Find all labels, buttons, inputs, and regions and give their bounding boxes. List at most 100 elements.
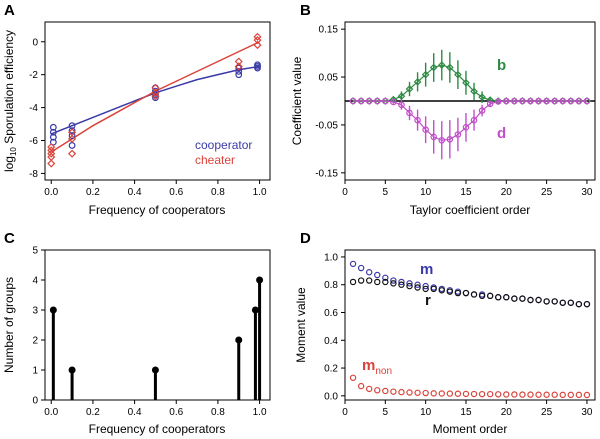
d-point xyxy=(575,97,583,105)
m_non-point xyxy=(406,389,413,396)
m_non-point xyxy=(486,390,494,398)
m_non-point xyxy=(567,391,575,399)
panel-b-xtick-label: 5 xyxy=(383,187,389,198)
m_non-point xyxy=(583,391,591,399)
r-point xyxy=(414,284,421,291)
cheater-point xyxy=(151,92,160,101)
b-point xyxy=(478,93,486,102)
m_non-point xyxy=(349,374,357,381)
panel-c-xtick-label: 1.0 xyxy=(253,407,267,418)
stem-head xyxy=(68,366,76,374)
cooperator-point xyxy=(235,71,243,79)
cooperator-point xyxy=(49,123,57,131)
panel-b-xtick-label: 10 xyxy=(420,187,432,198)
panel-a-xtick-label: 0.8 xyxy=(211,187,225,198)
series-label-b: b xyxy=(497,57,506,74)
panel-c-ytick-label: 4 xyxy=(32,276,38,287)
d-point xyxy=(511,97,518,105)
d-point xyxy=(535,97,542,105)
d-point xyxy=(527,97,534,105)
b-point xyxy=(462,78,470,87)
panel-c-stems xyxy=(49,276,264,400)
d-point xyxy=(502,97,510,105)
panel-c-ytick-label: 1 xyxy=(32,366,38,377)
m_non-point xyxy=(365,385,373,393)
m_non-point xyxy=(478,390,486,398)
m-point xyxy=(374,271,381,279)
r-point xyxy=(486,292,494,300)
r-point xyxy=(438,287,445,294)
m_non-point xyxy=(551,391,558,398)
cooperator-point xyxy=(235,67,243,75)
panel-label-c: C xyxy=(4,230,15,247)
m_non-point xyxy=(535,391,542,398)
r-point xyxy=(567,299,575,306)
panel-label-a: A xyxy=(4,2,15,19)
panel-d-xtick-label: 0 xyxy=(342,407,348,418)
m-point xyxy=(398,278,405,286)
m_non-point xyxy=(454,390,462,397)
panel-a-ytick-label: -4 xyxy=(29,103,38,114)
m_non-point xyxy=(398,388,405,396)
r-point xyxy=(390,280,397,287)
panel-b-series xyxy=(349,49,591,160)
cheater-point xyxy=(47,159,56,168)
panel-d-xtick-label: 15 xyxy=(460,407,472,418)
m_non-point xyxy=(430,390,437,397)
m_non-point xyxy=(559,391,566,399)
panel-d-chart: 0 5 10 15 20 25 30 0.0 0.2 0.4 0.6 0.8 1.0 Moment or… xyxy=(294,249,596,436)
d-point xyxy=(390,98,397,106)
panel-d-ytick-label: 0.4 xyxy=(324,336,338,347)
cheater-point xyxy=(68,134,77,143)
legend-cooperator: cooperator xyxy=(195,138,252,152)
panel-label-b: B xyxy=(300,2,311,19)
r-point xyxy=(519,295,526,302)
r-point xyxy=(559,299,566,306)
cooperator-point xyxy=(68,132,76,139)
panel-c-ticks: 0.0 0.2 0.4 0.6 0.8 1.0 0 1 2 3 4 5 xyxy=(32,246,267,419)
m_non-point xyxy=(503,391,510,398)
panel-c-ytick-label: 3 xyxy=(32,306,38,317)
panel-d-ticks: 0 5 10 15 20 25 30 0.0 0.2 0.4 0.6 0.8 1.0 xyxy=(324,252,593,418)
panel-d-ytick-label: 0.0 xyxy=(324,391,338,402)
m_non-point xyxy=(575,391,583,399)
panel-b-ticks: 0 5 10 15 20 25 30 -0.15 -0.05 0.05 0.15 xyxy=(315,25,593,198)
panel-c-ytick-label: 0 xyxy=(32,396,38,407)
series-line-b xyxy=(353,64,587,102)
m_non-point xyxy=(357,382,365,390)
panel-a-xtick-label: 0.2 xyxy=(86,187,100,198)
panel-c-frame xyxy=(44,249,271,401)
series-label-m-non: mnon xyxy=(362,357,392,377)
r-point xyxy=(446,288,454,295)
cheater-point xyxy=(47,149,56,158)
cooperator-point xyxy=(68,127,76,135)
panel-a-xtick-label: 1.0 xyxy=(253,187,267,198)
cooperator-point xyxy=(68,142,76,149)
panel-c-ytick-label: 5 xyxy=(32,246,38,257)
b-point xyxy=(405,85,414,93)
panel-d-ytick-label: 0.2 xyxy=(324,364,338,375)
b-point xyxy=(454,70,462,79)
cooperator-point xyxy=(152,94,159,102)
panel-b-ytick-label: 0.15 xyxy=(319,25,339,36)
m_non-point xyxy=(422,389,429,397)
r-point xyxy=(503,294,510,301)
d-point xyxy=(454,131,462,138)
cooperator-point xyxy=(49,133,57,141)
r-point xyxy=(462,289,470,297)
panel-a-xtick-label: 0.0 xyxy=(44,187,58,198)
d-point xyxy=(373,97,381,105)
panel-d-xtick-label: 10 xyxy=(420,407,432,418)
d-point xyxy=(422,126,429,134)
m-point xyxy=(357,264,365,272)
panel-c-xtick-label: 0.6 xyxy=(169,407,183,418)
m-point xyxy=(406,280,413,287)
d-point xyxy=(430,133,438,141)
panel-c-chart: 0.0 0.2 0.4 0.6 0.8 1.0 0 1 2 3 4 5 Frequency of co… xyxy=(2,246,271,436)
r-point xyxy=(575,300,583,308)
m_non-point xyxy=(527,391,534,398)
m-point xyxy=(414,281,421,288)
m-point xyxy=(422,282,429,290)
m_non-point xyxy=(519,391,526,398)
d-point xyxy=(357,97,365,105)
